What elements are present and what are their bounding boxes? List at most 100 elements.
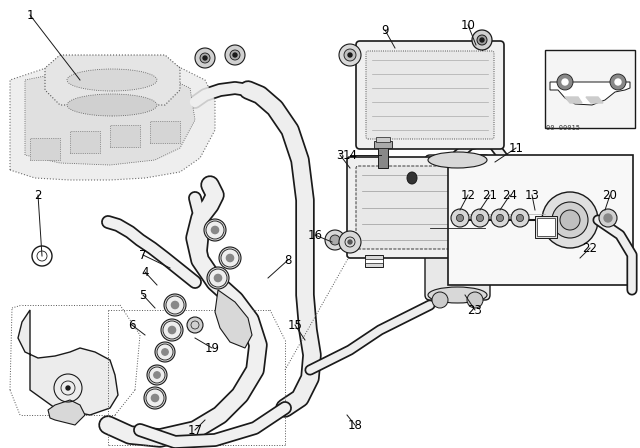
Text: 14: 14 — [342, 148, 358, 161]
Text: 22: 22 — [582, 241, 598, 254]
Polygon shape — [10, 58, 215, 180]
Circle shape — [330, 235, 340, 245]
Circle shape — [476, 215, 484, 222]
FancyBboxPatch shape — [356, 41, 504, 149]
Circle shape — [562, 79, 568, 85]
Circle shape — [207, 267, 229, 289]
Text: 20: 20 — [603, 189, 618, 202]
Circle shape — [200, 53, 210, 63]
Bar — [365, 255, 383, 267]
Circle shape — [471, 209, 489, 227]
Circle shape — [557, 74, 573, 90]
Circle shape — [348, 53, 352, 57]
Ellipse shape — [67, 69, 157, 91]
Bar — [535, 216, 557, 238]
Circle shape — [480, 38, 484, 42]
Bar — [448, 155, 633, 285]
Text: 7: 7 — [140, 249, 147, 262]
Circle shape — [599, 209, 617, 227]
Polygon shape — [550, 82, 630, 105]
Bar — [70, 131, 100, 153]
Polygon shape — [215, 290, 252, 348]
Circle shape — [211, 226, 219, 233]
Circle shape — [146, 389, 164, 407]
Circle shape — [157, 344, 173, 360]
Circle shape — [225, 45, 245, 65]
Text: 21: 21 — [483, 189, 497, 202]
Circle shape — [604, 214, 612, 222]
FancyBboxPatch shape — [356, 166, 489, 249]
Circle shape — [219, 247, 241, 269]
Circle shape — [161, 319, 183, 341]
Circle shape — [204, 219, 226, 241]
Bar — [365, 259, 383, 263]
Text: 15: 15 — [287, 319, 303, 332]
Bar — [150, 121, 180, 143]
Text: 8: 8 — [284, 254, 292, 267]
Polygon shape — [45, 55, 180, 105]
Circle shape — [472, 30, 492, 50]
Text: 2: 2 — [35, 189, 42, 202]
Circle shape — [195, 48, 215, 68]
Polygon shape — [25, 68, 195, 165]
Circle shape — [166, 296, 184, 314]
Circle shape — [615, 79, 621, 85]
Circle shape — [168, 327, 175, 334]
Circle shape — [339, 231, 361, 253]
Circle shape — [214, 274, 221, 282]
Circle shape — [456, 215, 463, 222]
Text: 12: 12 — [461, 189, 476, 202]
Bar — [110, 125, 140, 147]
Circle shape — [516, 215, 524, 222]
Circle shape — [152, 394, 159, 401]
Circle shape — [164, 294, 186, 316]
Ellipse shape — [428, 287, 487, 303]
Text: 19: 19 — [205, 341, 220, 354]
Circle shape — [172, 302, 179, 309]
Circle shape — [610, 74, 626, 90]
Circle shape — [511, 209, 529, 227]
Text: 24: 24 — [502, 189, 518, 202]
Text: 1: 1 — [26, 9, 34, 22]
Ellipse shape — [428, 152, 487, 168]
Circle shape — [477, 35, 487, 45]
Circle shape — [154, 372, 160, 378]
Circle shape — [162, 349, 168, 355]
Bar — [374, 141, 392, 148]
Polygon shape — [586, 97, 603, 103]
Circle shape — [491, 209, 509, 227]
Bar — [537, 218, 555, 236]
Text: 23: 23 — [468, 303, 483, 316]
Bar — [30, 138, 60, 160]
FancyBboxPatch shape — [347, 157, 498, 258]
Circle shape — [66, 386, 70, 390]
Text: 00 00015: 00 00015 — [546, 125, 580, 131]
Circle shape — [233, 53, 237, 57]
Circle shape — [325, 230, 345, 250]
Circle shape — [560, 210, 580, 230]
Circle shape — [147, 365, 167, 385]
Text: 10: 10 — [461, 18, 476, 31]
Text: 16: 16 — [307, 228, 323, 241]
Text: 3: 3 — [336, 148, 344, 161]
FancyBboxPatch shape — [425, 155, 490, 300]
Text: 13: 13 — [525, 189, 540, 202]
Polygon shape — [565, 97, 582, 103]
Circle shape — [432, 292, 448, 308]
Circle shape — [209, 269, 227, 287]
Circle shape — [497, 215, 504, 222]
Circle shape — [187, 317, 203, 333]
Bar — [376, 137, 390, 142]
Circle shape — [451, 209, 469, 227]
Circle shape — [552, 202, 588, 238]
FancyBboxPatch shape — [366, 51, 494, 139]
Circle shape — [203, 56, 207, 60]
Circle shape — [144, 387, 166, 409]
Text: 18: 18 — [348, 418, 362, 431]
Text: 6: 6 — [128, 319, 136, 332]
Circle shape — [230, 50, 240, 60]
Text: 5: 5 — [140, 289, 147, 302]
Circle shape — [155, 342, 175, 362]
Text: 9: 9 — [381, 23, 388, 36]
Circle shape — [221, 249, 239, 267]
